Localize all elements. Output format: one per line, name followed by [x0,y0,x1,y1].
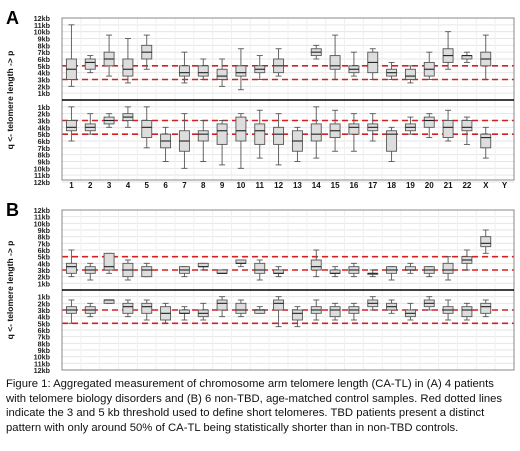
box-q-arm [462,307,472,317]
x-tick-label: 10 [236,181,245,190]
box-p-arm [123,59,133,76]
y-axis-title-part: <- [5,324,15,334]
box-q-arm [481,134,491,148]
x-tick-label: 22 [462,181,471,190]
box-q-arm [142,303,152,313]
x-tick-label: 15 [331,181,340,190]
box-q-arm [217,300,227,310]
x-tick-label: 16 [349,181,358,190]
box-p-arm [142,267,152,277]
y-axis-title-part: p [5,51,15,59]
x-tick-label: 2 [88,181,93,190]
box-q-arm [123,303,133,313]
x-tick-label: X [483,181,489,190]
box-p-arm [236,66,246,76]
box-p-arm [330,56,340,70]
box-q-arm [142,121,152,138]
box-q-arm [236,303,246,313]
box-p-arm [405,69,415,79]
y-tick-label: 12kb [34,14,51,23]
x-tick-label: 20 [425,181,434,190]
y-axis-title: q <- telomere length -> p [5,241,15,340]
box-q-arm [443,121,453,138]
box-p-arm [66,263,76,273]
box-p-arm [311,260,321,270]
x-tick-label: 8 [201,181,206,190]
y-tick-label: 12kb [34,178,51,187]
box-q-arm [349,124,359,134]
box-q-arm [292,310,302,320]
x-tick-label: 7 [182,181,187,190]
y-axis-title-part: telomere length [5,258,15,324]
x-tick-label: 1 [69,181,74,190]
x-tick-label: 3 [107,181,112,190]
y-axis-title-part: -> [5,248,15,258]
box-p-arm [255,263,265,273]
box-q-arm [424,117,434,127]
x-tick-label: 13 [293,181,302,190]
figure-caption: Figure 1: Aggregated measurement of chro… [6,377,514,435]
box-q-arm [217,124,227,144]
x-tick-label: 11 [256,181,265,190]
box-p-arm [198,66,208,76]
x-tick-label: 18 [387,181,396,190]
x-tick-label: Y [502,181,508,190]
box-q-arm [481,303,491,313]
x-tick-label: 19 [406,181,415,190]
x-tick-label: 5 [145,181,150,190]
box-q-arm [255,124,265,144]
box-q-arm [274,127,284,144]
y-tick-label: 12kb [34,206,51,215]
y-tick-label: 12kb [34,366,51,375]
x-tick-label: 17 [368,181,377,190]
y-axis-title-part: telomere length [5,68,15,134]
box-q-arm [462,121,472,131]
x-tick-label: 6 [163,181,168,190]
box-q-arm [66,121,76,131]
x-tick-label: 4 [126,181,131,190]
box-q-arm [311,124,321,141]
box-p-arm [217,69,227,79]
panel-label-B: B [6,200,19,220]
box-q-arm [274,300,284,310]
box-p-arm [104,253,114,270]
box-p-arm [179,66,189,76]
y-axis-title-part: <- [5,134,15,144]
x-tick-label: 12 [274,181,283,190]
y-axis-title-part: p [5,241,15,249]
y-axis-title: q <- telomere length -> p [5,51,15,150]
box-q-arm [198,131,208,141]
y-axis-title-part: -> [5,58,15,68]
x-tick-label: 21 [444,181,453,190]
figure-canvas: A1kb1kb2kb2kb3kb3kb4kb4kb5kb5kb6kb6kb7kb… [0,0,520,375]
box-q-arm [236,117,246,141]
box-p-arm [443,263,453,273]
box-p-arm [481,237,491,247]
box-q-arm [330,307,340,317]
panel-label-A: A [6,8,19,28]
x-tick-label: 9 [220,181,225,190]
box-p-arm [85,59,95,69]
x-tick-label: 14 [312,181,321,190]
